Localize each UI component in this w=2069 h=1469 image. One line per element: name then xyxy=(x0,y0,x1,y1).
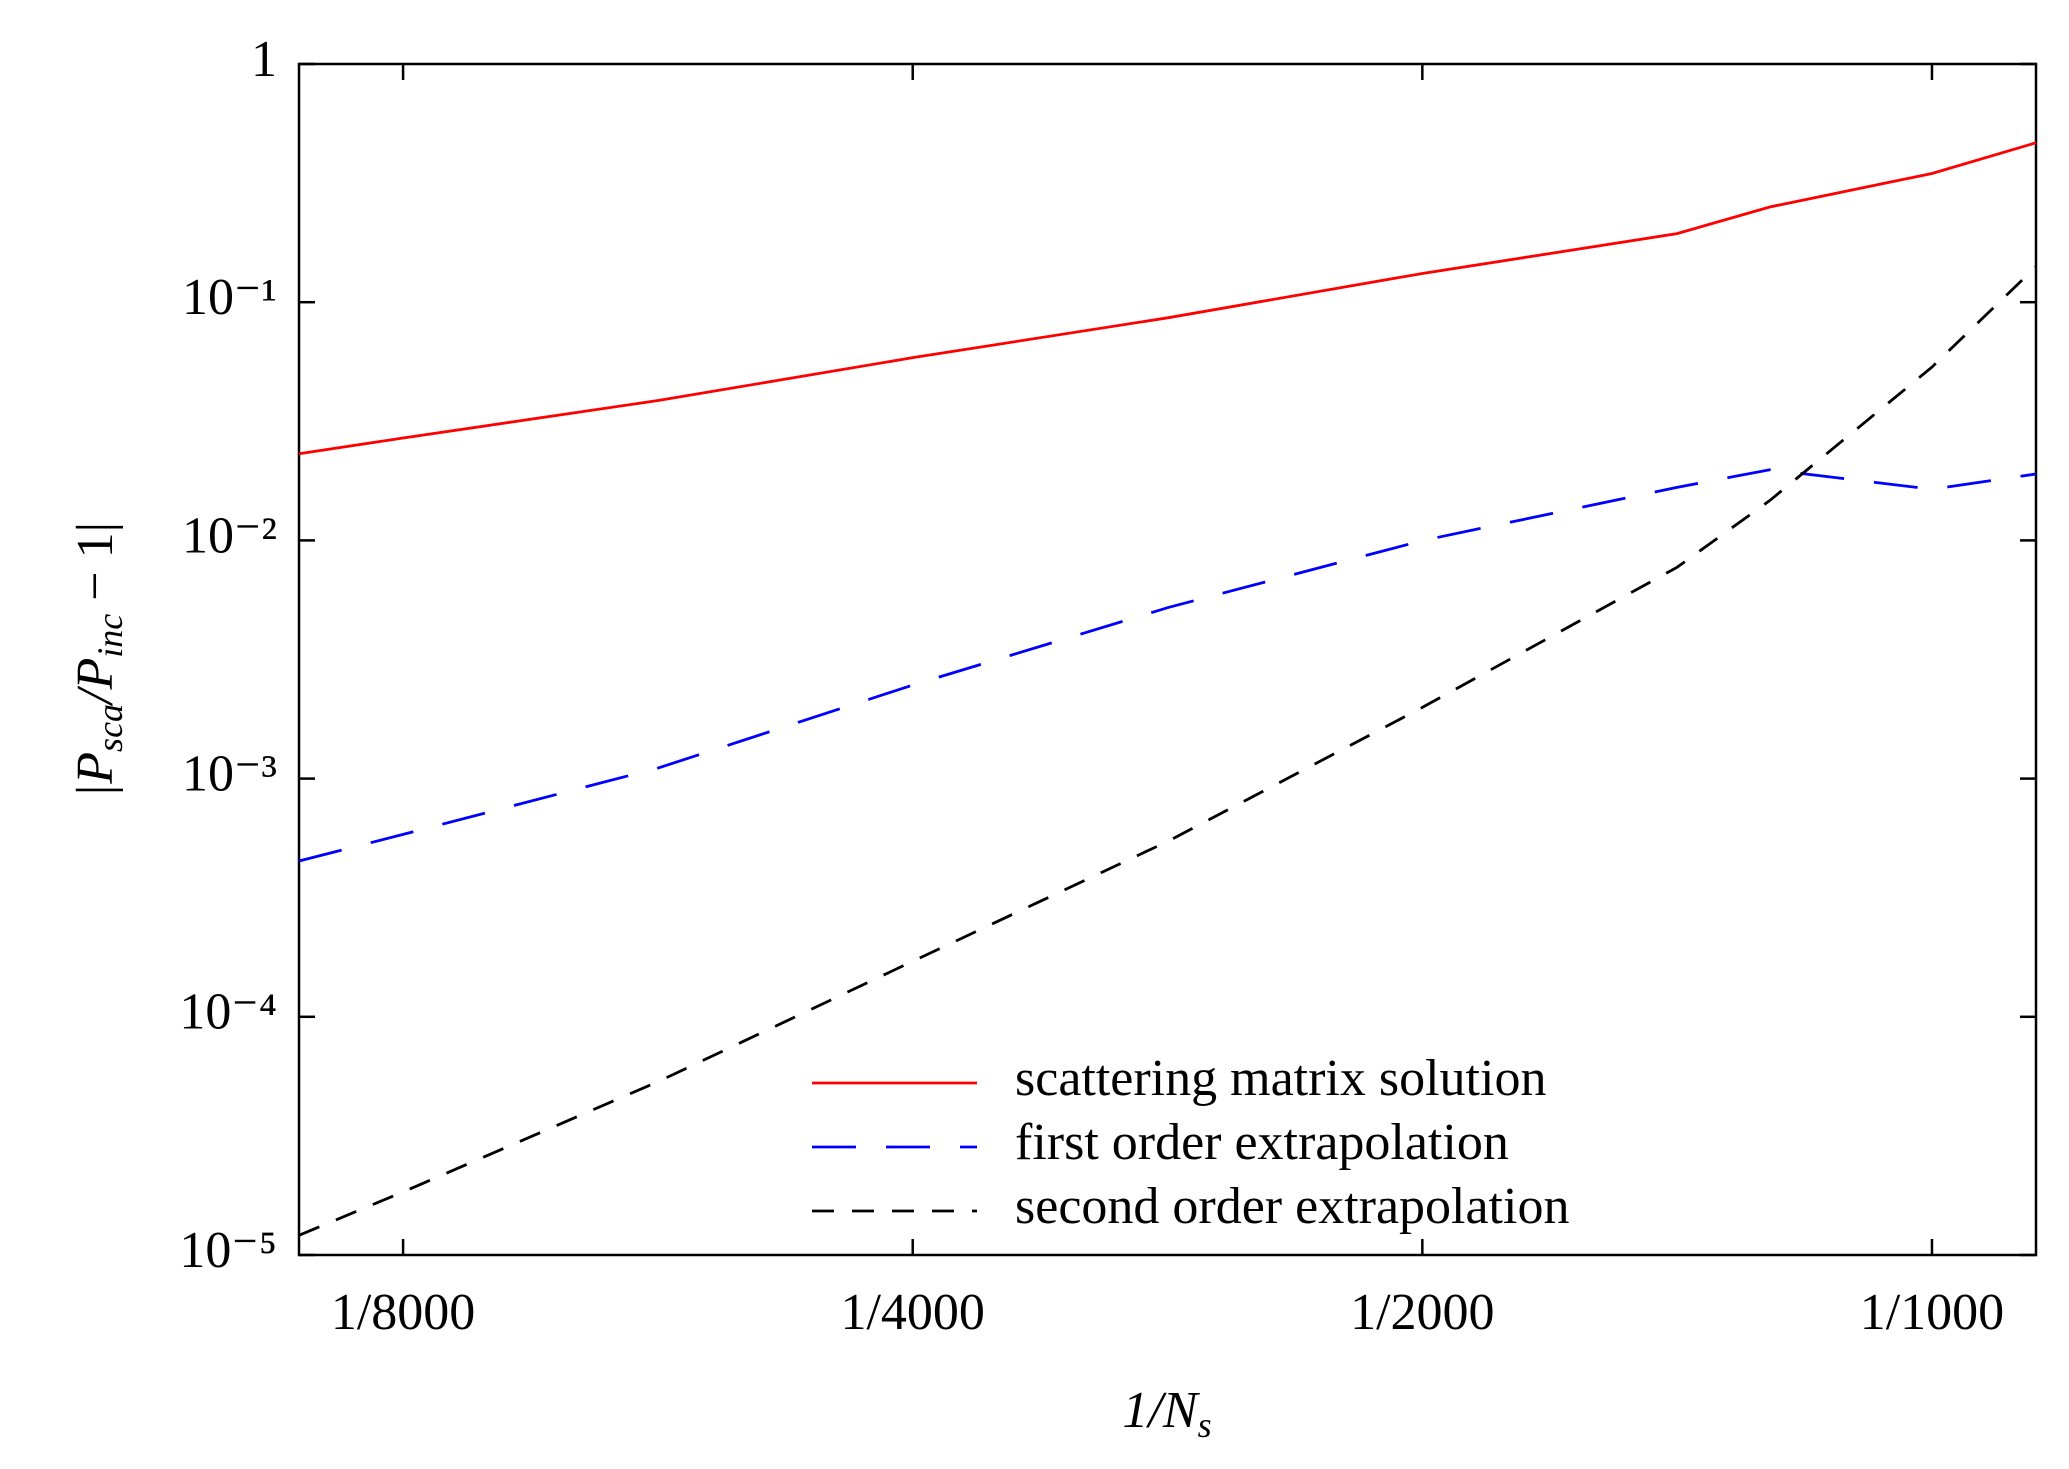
y-axis-label: |Psca/Pinc − 1| xyxy=(67,522,130,798)
legend-label: first order extrapolation xyxy=(1015,1114,1509,1171)
y-tick-label: 1 xyxy=(251,31,277,88)
x-tick-label: 1/8000 xyxy=(331,1284,475,1341)
y-label-part: − 1| xyxy=(67,522,124,614)
legend-label: scattering matrix solution xyxy=(1015,1050,1546,1107)
line-series xyxy=(298,141,2037,456)
legend-label: second order extrapolation xyxy=(1015,1178,1569,1235)
x-tick-label: 1/2000 xyxy=(1350,1284,1494,1341)
x-tick-label: 1/1000 xyxy=(1860,1284,2004,1341)
y-tick-label: 10⁻² xyxy=(182,507,277,564)
plot-frame xyxy=(297,62,2038,1257)
line-series xyxy=(298,468,2037,863)
y-tick-label: 10⁻⁴ xyxy=(179,984,277,1041)
x-tick-label: 1/4000 xyxy=(840,1284,984,1341)
y-tick-label: 10⁻³ xyxy=(182,746,277,803)
x-label-part: 1/N xyxy=(1122,1382,1200,1439)
y-tick-label: 10⁻¹ xyxy=(182,269,277,326)
line-series xyxy=(298,265,2037,1237)
y-label-part: /P xyxy=(67,658,124,707)
x-label-subscript: s xyxy=(1198,1405,1212,1445)
y-label-subscript: sca xyxy=(90,704,130,752)
y-label-part: |P xyxy=(67,752,124,798)
x-axis-label: 1/Ns xyxy=(1122,1382,1211,1445)
y-tick-label: 10⁻⁵ xyxy=(179,1222,277,1279)
y-label-subscript: inc xyxy=(90,614,130,658)
